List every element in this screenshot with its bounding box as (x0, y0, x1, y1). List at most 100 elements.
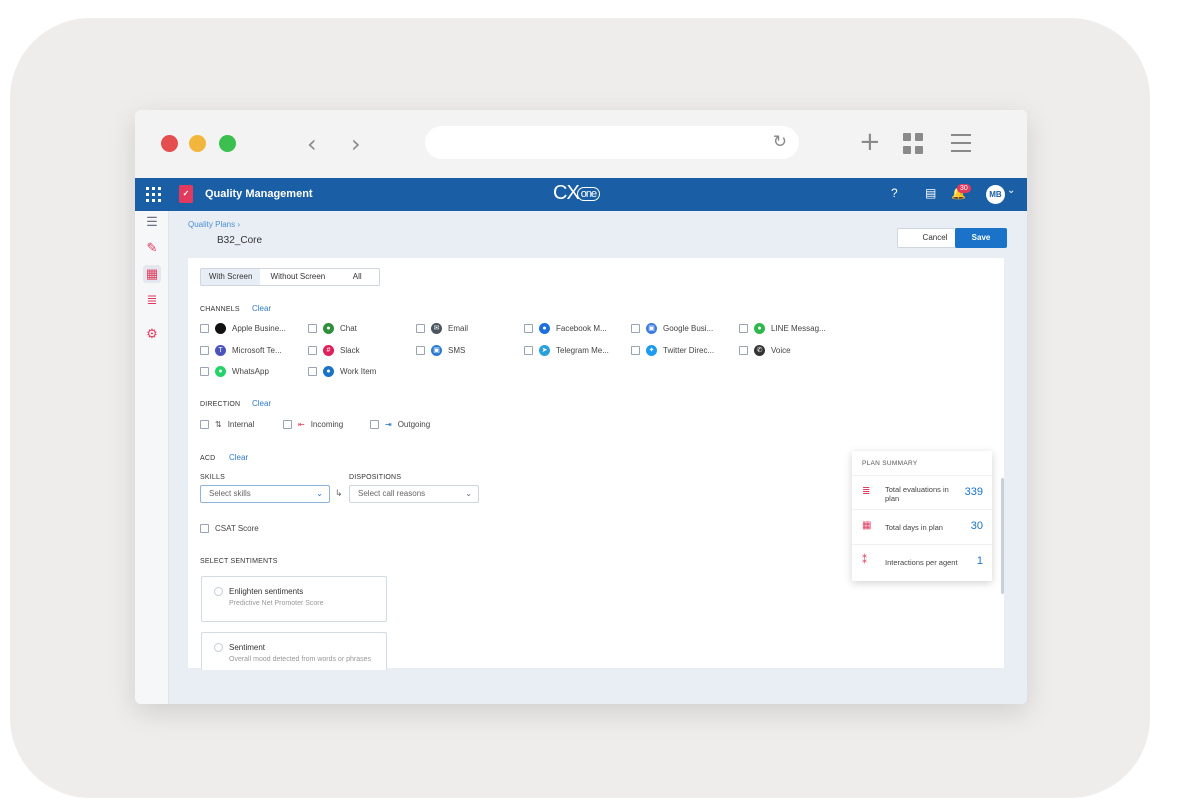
checkbox[interactable] (308, 345, 317, 355)
summary-row-interactions: ⁑ Interactions per agent 1 (852, 544, 992, 578)
checkbox[interactable] (370, 419, 379, 429)
direction-option-internal[interactable]: ⇅ Internal (200, 417, 254, 431)
tab-with-screen[interactable]: With Screen (201, 269, 261, 285)
checkbox[interactable] (631, 323, 640, 333)
channel-option[interactable]: ✆ Voice (739, 343, 791, 357)
channel-option[interactable]: ● LINE Messag... (739, 321, 826, 335)
dispositions-select[interactable]: Select call reasons ⌄ (349, 485, 479, 503)
csat-score-option[interactable]: CSAT Score (200, 521, 259, 535)
checkbox[interactable] (200, 323, 209, 333)
channel-label: Chat (340, 323, 357, 333)
forms-icon[interactable]: ≣ (146, 292, 158, 307)
forward-button[interactable]: › (351, 130, 361, 158)
channels-label: CHANNELS (200, 306, 240, 313)
checkbox[interactable] (200, 345, 209, 355)
checkbox[interactable] (739, 345, 748, 355)
maximize-window-button[interactable] (219, 135, 236, 152)
app-header: ✓ Quality Management CX one ? ▤ 🔔 30 MB ⌄ (135, 178, 1027, 211)
quality-management-logo-icon: ✓ (179, 185, 193, 203)
brand-main: CX (553, 182, 580, 204)
evaluations-icon: ≣ (862, 486, 871, 497)
save-button[interactable]: Save (955, 228, 1007, 248)
checkbox[interactable] (524, 345, 533, 355)
slack-icon: # (323, 344, 334, 356)
twitter-icon: ✦ (646, 344, 657, 356)
direction-option-outgoing[interactable]: ⇥ Outgoing (370, 417, 430, 431)
checkbox[interactable] (200, 366, 209, 376)
radio-button[interactable] (214, 587, 223, 596)
direction-clear-link[interactable]: Clear (252, 399, 272, 408)
chevron-down-icon: ⌄ (316, 489, 323, 498)
close-window-button[interactable] (161, 135, 178, 152)
browser-menu-icon[interactable] (951, 134, 971, 158)
acd-clear-link[interactable]: Clear (229, 453, 249, 462)
checkbox[interactable] (739, 323, 748, 333)
back-button[interactable]: ‹ (307, 130, 317, 158)
browser-chrome: ‹ › ↻ + (135, 110, 1027, 178)
tab-all[interactable]: All (352, 272, 362, 281)
channel-option[interactable]: T Microsoft Te... (200, 343, 282, 357)
user-avatar[interactable]: MB (986, 185, 1005, 204)
sentiment-card-sentiment[interactable]: Sentiment Overall mood detected from wor… (201, 632, 387, 670)
work-item-icon: ● (323, 365, 334, 377)
channels-clear-link[interactable]: Clear (252, 304, 272, 313)
channel-label: Facebook M... (556, 323, 607, 333)
skills-placeholder: Select skills (209, 489, 251, 498)
channel-label: WhatsApp (232, 366, 269, 376)
checkbox[interactable] (308, 323, 317, 333)
direction-label: DIRECTION (200, 401, 241, 408)
summary-value: 339 (964, 486, 983, 498)
skills-select[interactable]: Select skills ⌄ (200, 485, 330, 503)
tab-grid-icon[interactable] (903, 133, 925, 155)
reload-icon[interactable]: ↻ (772, 132, 787, 152)
settings-gear-icon[interactable]: ⚙ (146, 326, 158, 341)
summary-label: Interactions per agent (885, 558, 958, 567)
breadcrumb[interactable]: Quality Plans › (188, 220, 241, 229)
channel-option[interactable]: ● Facebook M... (524, 321, 607, 335)
channel-option[interactable]: ▣ SMS (416, 343, 465, 357)
edit-icon[interactable]: ✎ (146, 240, 158, 255)
new-tab-button[interactable]: + (859, 127, 881, 157)
plan-summary-card: PLAN SUMMARY ≣ Total evaluations in plan… (852, 451, 992, 581)
channel-option[interactable]: ● Work Item (308, 364, 376, 378)
checkbox[interactable] (200, 523, 209, 533)
channel-option[interactable]: # Slack (308, 343, 360, 357)
channel-option[interactable]: ▣ Google Busi... (631, 321, 713, 335)
screen-filter-tabs: With Screen Without Screen All (200, 268, 380, 286)
channel-option[interactable]: ✦ Twitter Direc... (631, 343, 714, 357)
vertical-scrollbar[interactable] (1001, 478, 1004, 594)
checkbox[interactable] (631, 345, 640, 355)
address-bar[interactable]: ↻ (425, 126, 799, 159)
checkbox[interactable] (283, 419, 292, 429)
direction-label-incoming: Incoming (310, 419, 344, 429)
notification-count-badge: 30 (957, 184, 971, 193)
chevron-down-icon[interactable]: ⌄ (1007, 185, 1016, 196)
menu-collapse-icon[interactable]: ☰ (146, 214, 158, 229)
direction-option-incoming[interactable]: ⇤ Incoming (283, 417, 343, 431)
help-icon[interactable]: ? (891, 186, 898, 200)
channel-option[interactable]: ✉ Email (416, 321, 468, 335)
channel-option[interactable]: ➤ Telegram Me... (524, 343, 609, 357)
checkbox[interactable] (200, 419, 209, 429)
channel-option[interactable]: Apple Busine... (200, 321, 286, 335)
minimize-window-button[interactable] (189, 135, 206, 152)
agent-status-icon[interactable]: ▤ (925, 186, 937, 200)
summary-row-evaluations: ≣ Total evaluations in plan 339 (852, 475, 992, 509)
phone-icon: ✆ (754, 344, 765, 356)
channel-option[interactable]: ● Chat (308, 321, 357, 335)
radio-button[interactable] (214, 643, 223, 652)
summary-value: 30 (970, 520, 983, 532)
dispositions-label: DISPOSITIONS (349, 474, 402, 481)
quality-plans-icon[interactable]: ▦ (143, 265, 161, 283)
browser-window: ‹ › ↻ + ✓ Quality Management CX one ? ▤ (135, 110, 1027, 704)
checkbox[interactable] (416, 323, 425, 333)
sentiment-card-enlighten[interactable]: Enlighten sentiments Predictive Net Prom… (201, 576, 387, 622)
checkbox[interactable] (416, 345, 425, 355)
app-launcher-icon[interactable] (146, 187, 161, 202)
tab-without-screen[interactable]: Without Screen (270, 272, 326, 281)
chat-icon: ● (323, 322, 334, 334)
channel-option[interactable]: ● WhatsApp (200, 364, 269, 378)
checkbox[interactable] (308, 366, 317, 376)
checkbox[interactable] (524, 323, 533, 333)
sms-icon: ▣ (431, 344, 442, 356)
